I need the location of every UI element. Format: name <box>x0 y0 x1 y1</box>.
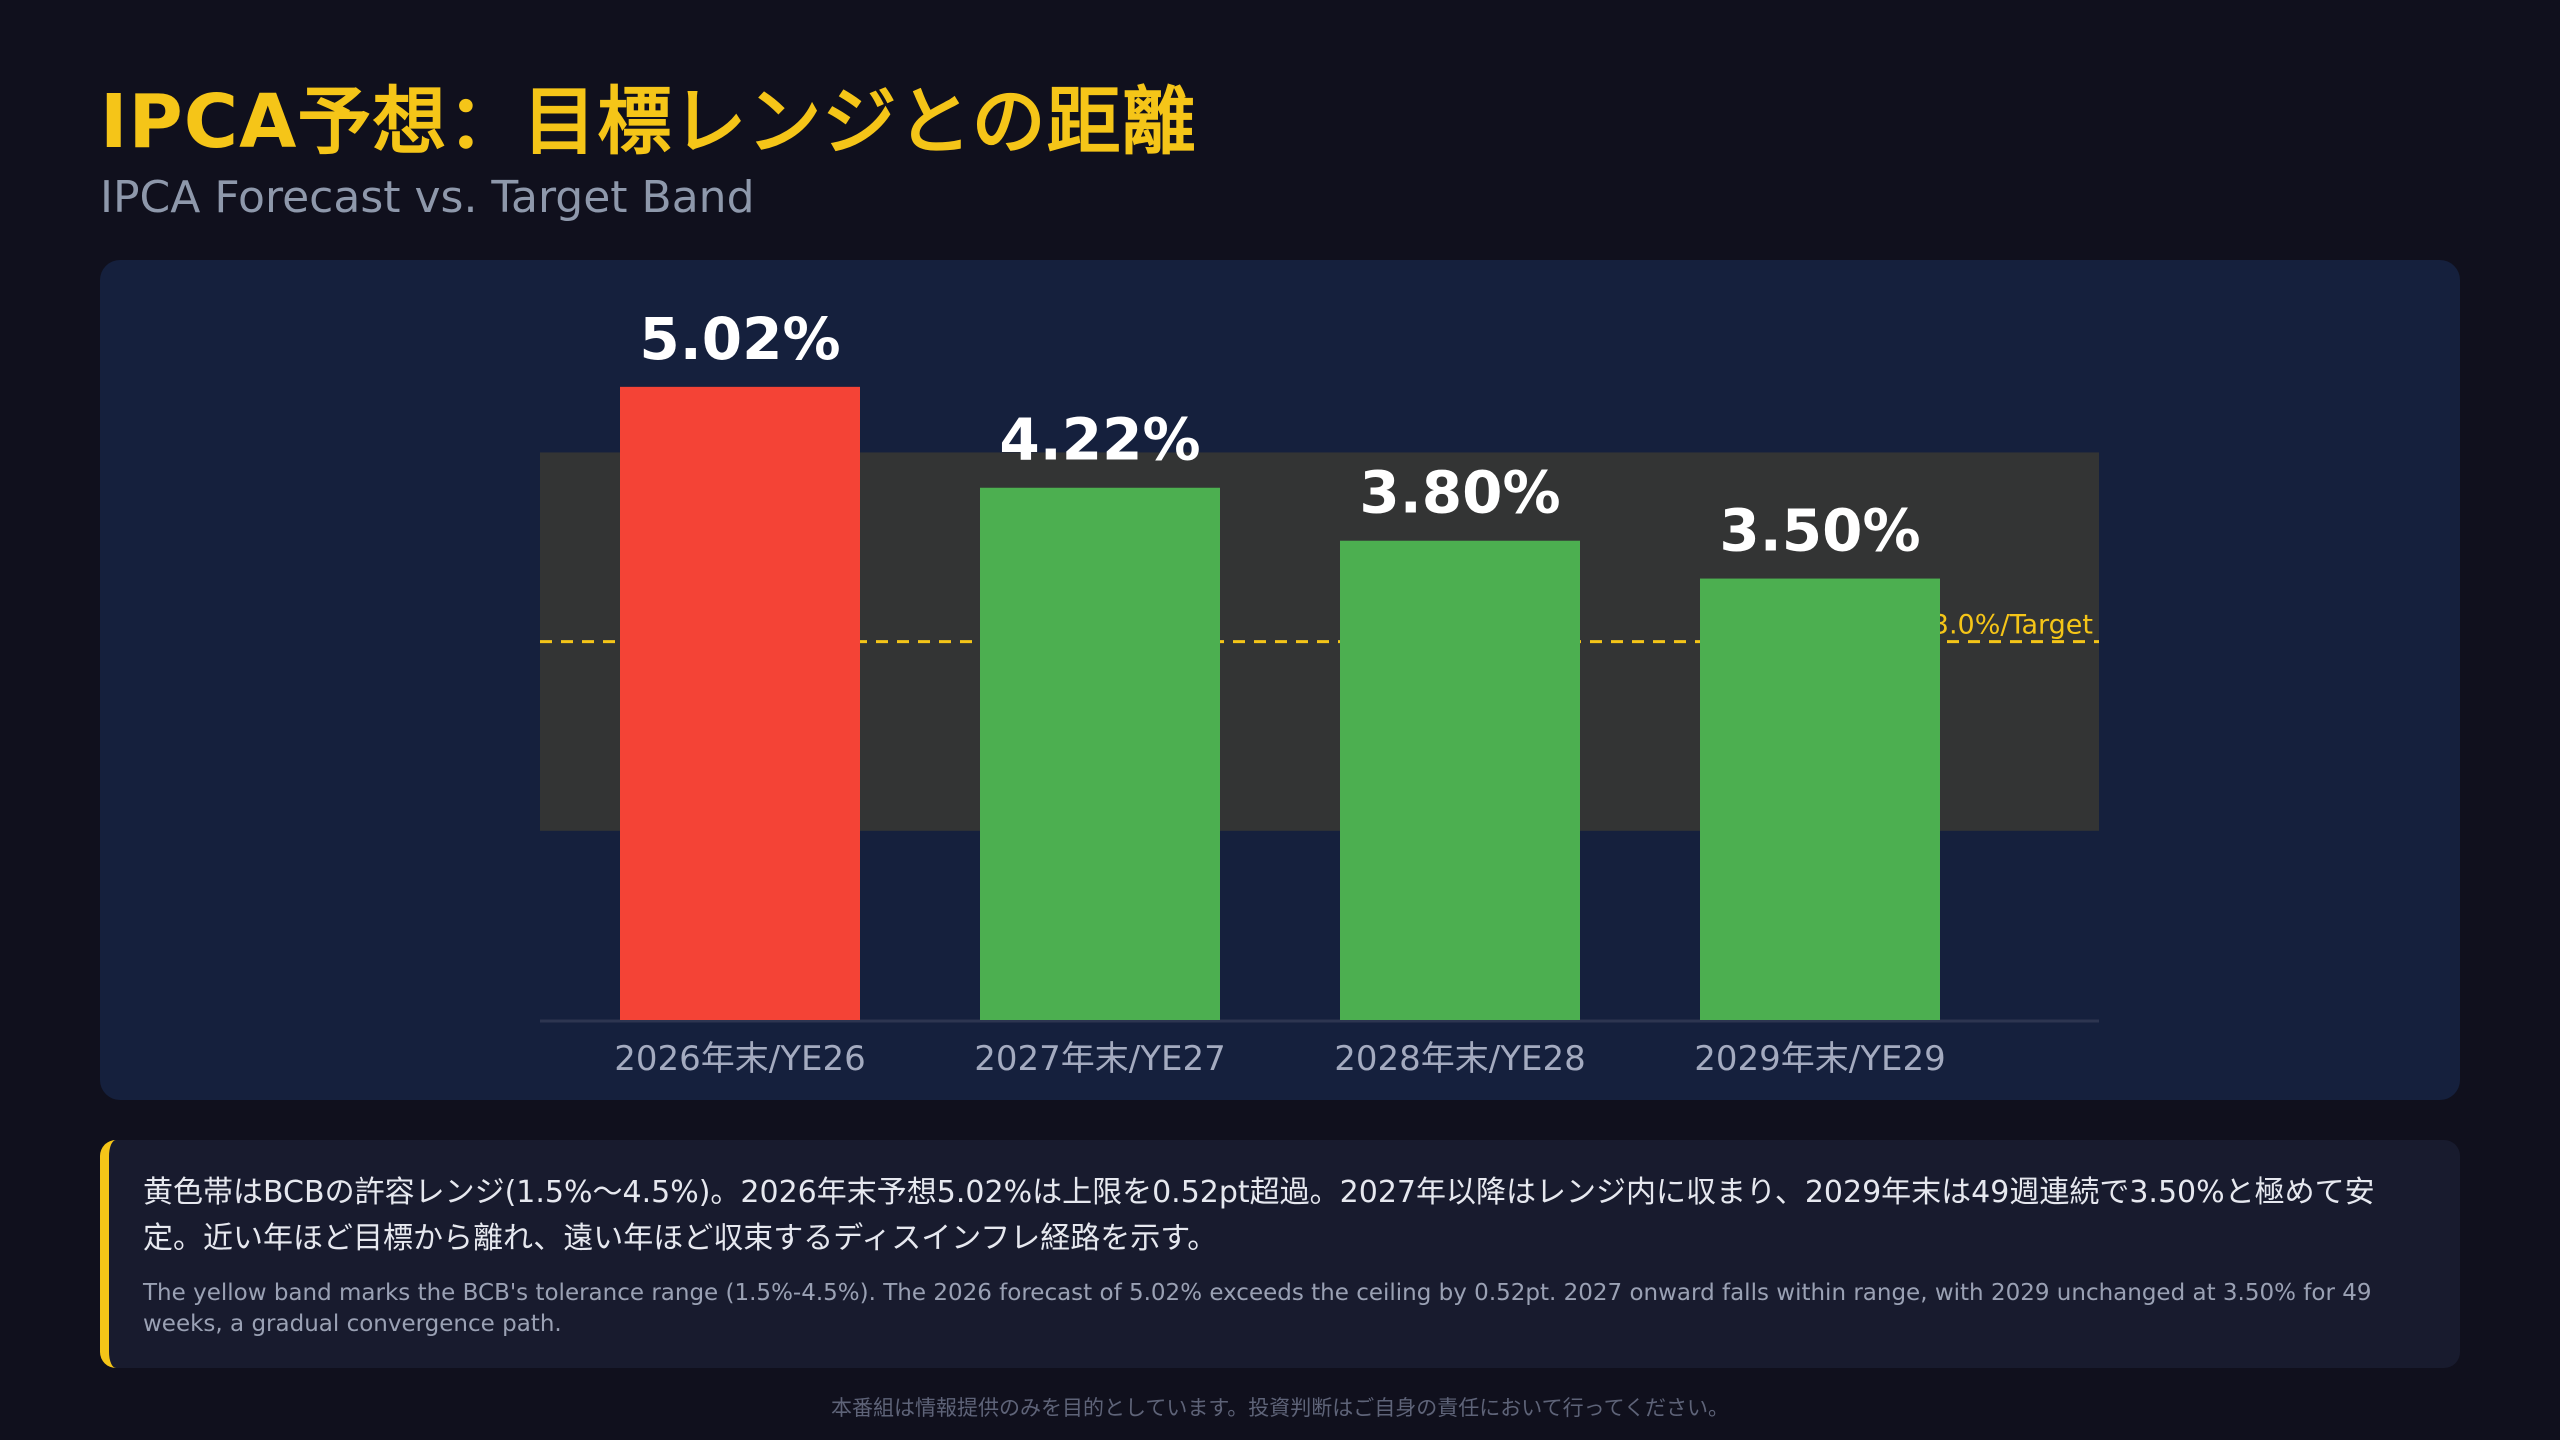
bar-value-label: 3.80% <box>1359 459 1560 527</box>
commentary-en: The yellow band marks the BCB's toleranc… <box>143 1280 2372 1337</box>
bar-chart: 3.0%/Target 5.02% 2026年末/YE26 4.22% 2027年末/Y… <box>540 305 2099 1079</box>
page-subtitle: IPCA Forecast vs. Target Band <box>100 172 755 223</box>
bar-2 <box>980 487 1220 1020</box>
x-tick-label: 2028年末/YE28 <box>1334 1039 1586 1079</box>
bar-value-label: 5.02% <box>639 305 840 373</box>
bar-3 <box>1340 540 1580 1020</box>
commentary-jp: 黄色帯はBCBの許容レンジ(1.5%〜4.5%)。2026年末予想5.02%は上… <box>143 1175 2375 1256</box>
disclaimer: 本番組は情報提供のみを目的としています。投資判断はご自身の責任において行ってくだ… <box>831 1396 1729 1420</box>
x-tick-label: 2027年末/YE27 <box>974 1039 1226 1079</box>
bar-value-label: 3.50% <box>1719 497 1920 565</box>
bar-value-label: 4.22% <box>999 406 1200 474</box>
x-tick-label: 2026年末/YE26 <box>614 1039 866 1079</box>
commentary-box: 黄色帯はBCBの許容レンジ(1.5%〜4.5%)。2026年末予想5.02%は上… <box>100 1140 2460 1368</box>
x-tick-label: 2029年末/YE29 <box>1694 1039 1946 1079</box>
bar-1 <box>620 386 860 1020</box>
chart-panel: 3.0%/Target 5.02% 2026年末/YE26 4.22% 2027年末/Y… <box>100 260 2460 1100</box>
target-label: 3.0%/Target <box>1932 610 2093 641</box>
page-title: IPCA予想：目標レンジとの距離 <box>100 79 1197 165</box>
bar-4 <box>1700 578 1940 1020</box>
